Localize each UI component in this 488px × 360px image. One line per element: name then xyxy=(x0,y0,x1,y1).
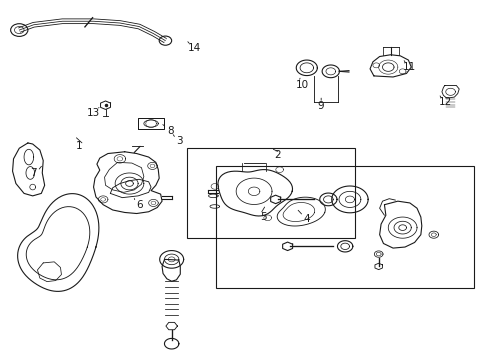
Text: 9: 9 xyxy=(317,101,324,111)
Text: 2: 2 xyxy=(274,150,281,160)
Text: 12: 12 xyxy=(438,98,451,107)
Text: 13: 13 xyxy=(87,108,100,118)
Text: 3: 3 xyxy=(176,136,183,146)
Text: 8: 8 xyxy=(166,126,173,136)
Text: 10: 10 xyxy=(295,80,308,90)
Text: 4: 4 xyxy=(303,214,309,224)
Text: 5: 5 xyxy=(260,212,266,222)
Bar xyxy=(186,148,354,238)
Text: 6: 6 xyxy=(136,200,142,210)
Text: 1: 1 xyxy=(76,141,82,152)
Text: 14: 14 xyxy=(187,43,201,53)
Text: 11: 11 xyxy=(403,62,416,72)
Bar xyxy=(215,166,472,288)
Text: 7: 7 xyxy=(30,168,37,178)
